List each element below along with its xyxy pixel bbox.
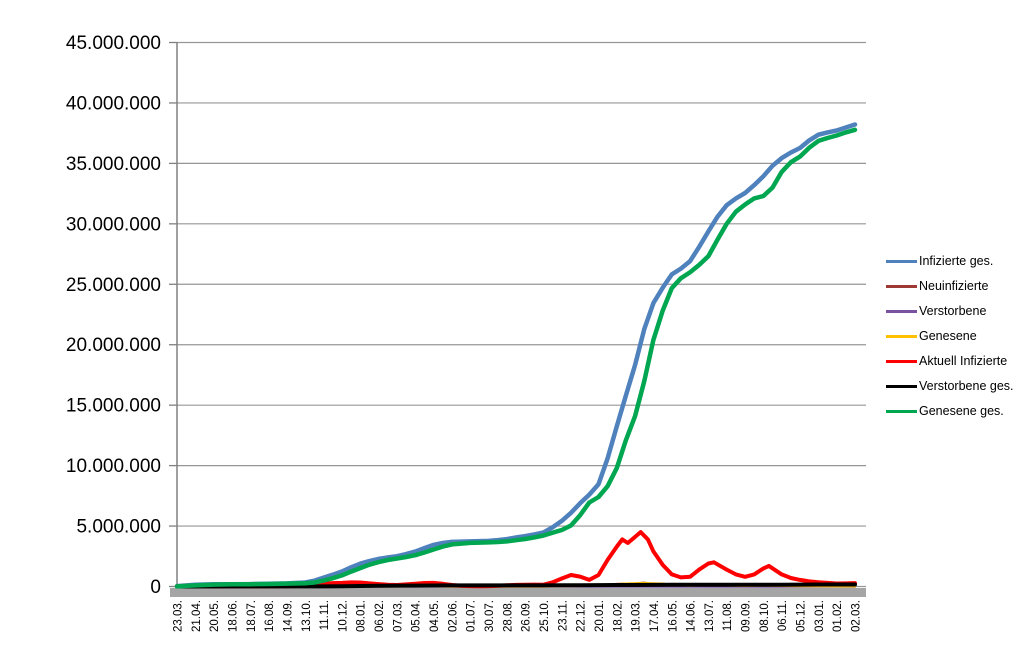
x-axis-label: 18.02. bbox=[612, 600, 624, 632]
legend-item-neuinfizierte: Neuinfizierte bbox=[886, 274, 1023, 299]
x-axis-label: 08.10. bbox=[759, 600, 771, 632]
x-axis-label: 30.07. bbox=[484, 600, 496, 632]
legend-line-swatch bbox=[886, 385, 917, 388]
x-axis-label: 18.07. bbox=[246, 600, 258, 632]
legend-label: Infizierte ges. bbox=[919, 254, 994, 269]
legend-item-verstorbene: Verstorbene bbox=[886, 299, 1023, 324]
y-axis-label: 0 bbox=[150, 577, 161, 598]
x-axis-label: 06.11. bbox=[777, 600, 789, 631]
series-line-infizierte-ges bbox=[174, 122, 858, 589]
legend-line-swatch bbox=[886, 410, 917, 413]
x-axis-label: 21.04. bbox=[191, 600, 203, 632]
series-line-verstorbene-ges bbox=[175, 582, 857, 589]
x-axis-label: 19.03. bbox=[631, 600, 643, 632]
legend-item-genesene: Genesene bbox=[886, 324, 1023, 349]
y-axis-label: 5.000.000 bbox=[76, 517, 161, 538]
x-axis-label: 13.07. bbox=[704, 600, 716, 632]
x-axis-label: 26.09. bbox=[521, 600, 533, 632]
x-axis-label: 16.05. bbox=[667, 600, 679, 632]
x-axis-label: 11.11. bbox=[319, 600, 331, 630]
legend-label: Genesene ges. bbox=[919, 404, 1004, 419]
legend-line-swatch bbox=[886, 285, 917, 288]
legend-line-swatch bbox=[886, 360, 917, 363]
y-axis-label: 45.000.000 bbox=[66, 33, 161, 54]
legend-item-verstorbene-ges: Verstorbene ges. bbox=[886, 374, 1023, 399]
x-axis-label: 01.07. bbox=[466, 600, 478, 632]
legend-line-swatch bbox=[886, 310, 917, 313]
x-axis-label: 16.08. bbox=[264, 600, 276, 632]
x-axis-label: 25.10. bbox=[539, 600, 551, 632]
x-axis-label: 07.03. bbox=[392, 600, 404, 632]
x-axis-label: 23.11. bbox=[557, 600, 569, 631]
y-axis-label: 30.000.000 bbox=[66, 214, 161, 235]
y-axis-label: 35.000.000 bbox=[66, 154, 161, 175]
legend-label: Genesene bbox=[919, 329, 977, 344]
legend-item-aktuell-infizierte: Aktuell Infizierte bbox=[886, 349, 1023, 374]
legend-line-swatch bbox=[886, 335, 917, 338]
y-axis-label: 15.000.000 bbox=[66, 396, 161, 417]
legend-label: Neuinfizierte bbox=[919, 279, 989, 294]
x-axis-label: 02.03. bbox=[851, 600, 863, 632]
legend-label: Aktuell Infizierte bbox=[919, 354, 1008, 369]
x-axis-label: 05.04. bbox=[411, 600, 423, 632]
x-axis-label: 28.08. bbox=[502, 600, 514, 632]
legend-line-swatch bbox=[886, 260, 917, 263]
x-axis-label: 13.10. bbox=[301, 600, 313, 632]
x-axis-label: 03.01. bbox=[814, 600, 826, 632]
x-axis-label: 18.06. bbox=[227, 600, 239, 632]
legend-item-genesene-ges: Genesene ges. bbox=[886, 399, 1023, 424]
x-axis-label: 04.05. bbox=[429, 600, 441, 632]
x-axis-label: 17.04. bbox=[649, 600, 661, 632]
series-line-genesene-ges bbox=[174, 127, 858, 589]
x-axis-label: 22.12. bbox=[576, 600, 588, 632]
legend-item-infizierte-ges: Infizierte ges. bbox=[886, 249, 1023, 274]
x-axis-label: 05.12. bbox=[796, 600, 808, 632]
x-axis-label: 01.02. bbox=[832, 600, 844, 632]
x-axis-label: 09.09. bbox=[741, 600, 753, 632]
x-axis-label: 14.06. bbox=[686, 600, 698, 632]
x-axis-label: 20.01. bbox=[594, 600, 606, 632]
x-axis-label: 23.03. bbox=[173, 600, 185, 632]
y-axis-label: 40.000.000 bbox=[66, 93, 161, 114]
x-axis-shadow bbox=[170, 588, 866, 597]
y-axis-label: 25.000.000 bbox=[66, 275, 161, 296]
x-axis-label: 08.01. bbox=[356, 600, 368, 632]
legend-label: Verstorbene bbox=[919, 304, 987, 319]
legend-label: Verstorbene ges. bbox=[919, 379, 1014, 394]
x-axis-label: 11.08. bbox=[722, 600, 734, 631]
chart-legend: Infizierte ges. Neuinfizierte Verstorben… bbox=[886, 249, 1023, 424]
x-axis-label: 06.02. bbox=[374, 600, 386, 632]
x-axis-label: 20.05. bbox=[209, 600, 221, 632]
y-axis-label: 10.000.000 bbox=[66, 456, 161, 477]
x-axis-label: 10.12. bbox=[337, 600, 349, 632]
x-axis-label: 02.06. bbox=[447, 600, 459, 632]
x-axis-label: 14.09. bbox=[282, 600, 294, 632]
y-axis-label: 20.000.000 bbox=[66, 335, 161, 356]
